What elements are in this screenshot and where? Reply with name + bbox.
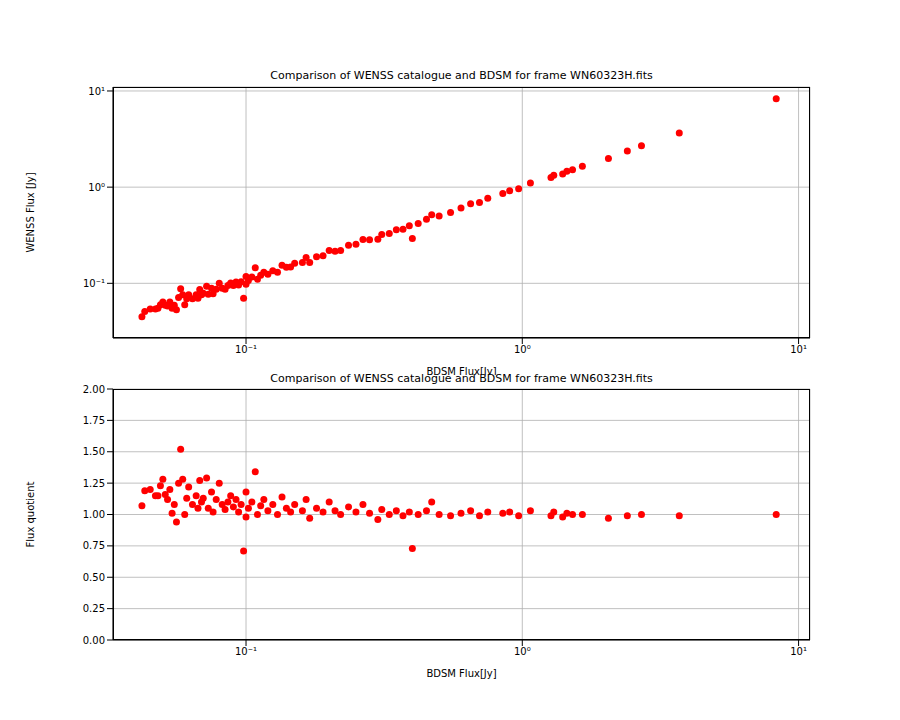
svg-text:10¹: 10¹	[790, 646, 807, 657]
svg-text:1.25: 1.25	[83, 478, 105, 489]
html-text:Comparison of WENSS catalogue: Comparison of WENSS catalogue and BDSM f…	[270, 372, 653, 385]
svg-text:10⁰: 10⁰	[88, 182, 105, 193]
svg-text:0.00: 0.00	[83, 635, 105, 646]
svg-text:0.75: 0.75	[83, 540, 105, 551]
svg-text:1.50: 1.50	[83, 446, 105, 457]
svg-text:10⁰: 10⁰	[514, 646, 531, 657]
svg-text:WENSS Flux [Jy]: WENSS Flux [Jy]	[25, 172, 36, 252]
svg-text:1.75: 1.75	[83, 415, 105, 426]
svg-text:0.25: 0.25	[83, 603, 105, 614]
svg-text:2.00: 2.00	[83, 384, 105, 395]
svg-text:10⁻¹: 10⁻¹	[235, 646, 257, 657]
svg-text:0.50: 0.50	[83, 572, 105, 583]
svg-text:10⁻¹: 10⁻¹	[235, 344, 257, 355]
svg-text:10⁰: 10⁰	[514, 344, 531, 355]
svg-text:10⁻¹: 10⁻¹	[83, 278, 105, 289]
html-text:Comparison of WENSS catalogue: Comparison of WENSS catalogue and BDSM f…	[270, 69, 653, 82]
svg-text:Flux quotient: Flux quotient	[25, 481, 36, 547]
svg-text:1.00: 1.00	[83, 509, 105, 520]
svg-text:10¹: 10¹	[790, 344, 807, 355]
svg-text:BDSM Flux[Jy]: BDSM Flux[Jy]	[426, 668, 496, 679]
svg-text:10¹: 10¹	[88, 86, 105, 97]
